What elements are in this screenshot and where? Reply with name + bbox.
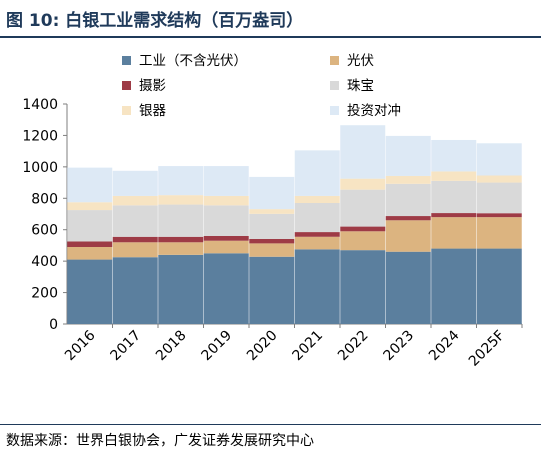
legend-label: 工业（不含光伏） (139, 53, 247, 69)
bar-segment (112, 242, 158, 258)
bar-segment (476, 175, 522, 183)
stacked-bar-chart: 0 200 400 600 800 1000 1200 1400 2016 2017 2018 201… (22, 53, 523, 370)
x-tick-label: 2020 (244, 328, 281, 365)
bar-segment (431, 213, 477, 218)
bar-segment (294, 236, 340, 250)
bar-segment (203, 236, 249, 241)
bar-segment (67, 241, 113, 247)
legend-label: 投资对冲 (347, 103, 401, 119)
bar-segment (340, 125, 386, 179)
bar-segment (67, 259, 113, 324)
bar-segment (476, 217, 522, 249)
bar-segment (249, 209, 295, 214)
bar-segment (203, 166, 249, 196)
bar-segment (249, 176, 295, 210)
bar-segment (112, 257, 158, 324)
legend-label: 银器 (139, 103, 166, 119)
bar-segment (385, 175, 431, 184)
bar-segment (112, 205, 158, 237)
bar-segment (203, 253, 249, 324)
bar-segment (203, 240, 249, 254)
y-tick-label: 0 (49, 317, 58, 333)
legend-swatch (122, 106, 131, 115)
x-tick-label: 2021 (290, 328, 327, 365)
bar-segment (385, 183, 431, 217)
bar-segment (203, 195, 249, 206)
y-tick-label: 1000 (22, 160, 58, 176)
bar-segment (294, 249, 340, 324)
x-tick-label: 2023 (381, 328, 418, 365)
bar-segment (249, 213, 295, 239)
legend-swatch (330, 56, 339, 65)
bar-segment (340, 231, 386, 251)
bar-segment (294, 150, 340, 196)
x-tick-label: 2019 (199, 328, 236, 365)
bar-segment (294, 195, 340, 203)
bar-segment (476, 213, 522, 218)
x-tick-label: 2024 (426, 327, 463, 364)
chart-title: 图 10: 白银工业需求结构（百万盎司） (6, 11, 304, 31)
bar-segment (385, 216, 431, 221)
title-divider (0, 36, 541, 38)
bar-segment (294, 203, 340, 233)
legend-swatch (330, 106, 339, 115)
bar-segment (67, 202, 113, 211)
bar-segment (158, 166, 204, 196)
legend-label: 摄影 (139, 78, 166, 94)
bar-segment (476, 182, 522, 214)
x-tick-label: 2022 (335, 328, 372, 365)
bar-segment (385, 251, 431, 324)
bar-segment (340, 189, 386, 227)
source-note: 数据来源：世界白银协会，广发证券发展研究中心 (6, 433, 314, 449)
bar-segment (476, 143, 522, 176)
legend-swatch (122, 81, 131, 90)
y-tick-label: 1200 (22, 128, 58, 144)
bar-segment (112, 236, 158, 243)
legend-swatch (122, 56, 131, 65)
bar-segment (67, 210, 113, 242)
bar-segment (340, 226, 386, 232)
bar-segment (158, 242, 204, 255)
bar-segment (385, 220, 431, 252)
bar-segment (249, 243, 295, 257)
bar-segment (476, 248, 522, 324)
bar-segment (431, 217, 477, 249)
bar-segment (112, 170, 158, 196)
bar-segment (112, 195, 158, 206)
bar-segment (158, 254, 204, 324)
bar-segment (294, 232, 340, 237)
bar-segment (249, 238, 295, 244)
bar-segment (431, 248, 477, 324)
y-tick-label: 200 (31, 286, 58, 302)
title-bar: 图 10: 白银工业需求结构（百万盎司） (0, 0, 541, 38)
legend-swatch (330, 81, 339, 90)
bar-segment (67, 247, 113, 260)
x-tick-label: 2025F (466, 328, 508, 370)
x-tick-label: 2017 (108, 328, 145, 365)
bar-segment (340, 250, 386, 324)
bar-segment (67, 167, 113, 203)
y-tick-label: 600 (31, 223, 58, 239)
bar-segment (431, 180, 477, 214)
y-tick-label: 800 (31, 191, 58, 207)
bar-segment (249, 256, 295, 324)
x-tick-label: 2018 (153, 328, 190, 365)
legend-label: 光伏 (347, 53, 374, 69)
source-divider (0, 424, 541, 425)
bar-segment (340, 178, 386, 190)
y-tick-label: 400 (31, 254, 58, 270)
legend-label: 珠宝 (347, 78, 374, 94)
bar-segment (158, 236, 204, 243)
y-tick-label: 1400 (22, 97, 58, 113)
bar-segment (431, 171, 477, 181)
bar-segment (431, 139, 477, 172)
bar-segment (158, 204, 204, 237)
bar-segment (158, 195, 204, 205)
bar-segment (385, 135, 431, 176)
x-tick-label: 2016 (62, 327, 99, 364)
bar-segment (203, 205, 249, 236)
